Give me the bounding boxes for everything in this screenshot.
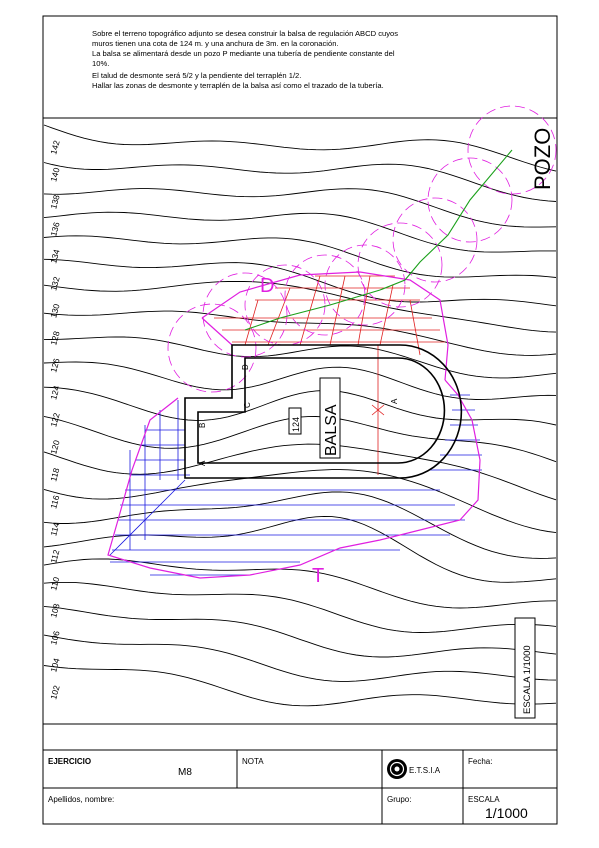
- contour-line: [43, 124, 557, 172]
- contour-label: 106: [48, 629, 61, 646]
- statement-line: La balsa se alimentará desde un pozo P m…: [92, 49, 395, 58]
- reservoir-outline: [184, 344, 463, 479]
- contour-label: 102: [48, 684, 61, 701]
- scale-vertical-label: ESCALA 1/1000: [522, 645, 533, 714]
- contour-label: 128: [48, 330, 61, 347]
- cota-label: 124: [291, 417, 301, 432]
- contour-line: [43, 336, 557, 379]
- ejercicio-value: M8: [178, 767, 192, 778]
- slope-boundary: [107, 271, 481, 579]
- pozo-label: POZO: [530, 128, 555, 190]
- vertex-b-label: B: [198, 423, 207, 428]
- nota-label: NOTA: [242, 757, 264, 766]
- contour-label: 130: [48, 302, 61, 319]
- contour-line: [43, 515, 557, 583]
- contour-line: [43, 581, 557, 633]
- contour-label: 140: [48, 166, 61, 183]
- contour-label: 142: [48, 139, 61, 156]
- contour-line: [43, 634, 557, 682]
- contour-line: [43, 280, 557, 333]
- contour-label: 138: [48, 193, 61, 210]
- construction-circles: [167, 105, 557, 393]
- contour-line: [43, 386, 557, 426]
- contour-line: [43, 361, 557, 400]
- vertex-c-label: C: [243, 402, 252, 408]
- zone-d-label: D: [260, 275, 274, 297]
- vertex-d-label: D: [241, 364, 250, 370]
- contour-label: 104: [48, 657, 61, 674]
- school-label: E.T.S.I.A: [409, 766, 441, 775]
- contour-line: [43, 162, 557, 202]
- escala-label: ESCALA: [468, 795, 500, 804]
- cross-marks: [371, 404, 385, 416]
- school-logo-icon: [387, 759, 407, 779]
- contour-label: 136: [48, 221, 61, 238]
- cota-box: [288, 407, 302, 435]
- fill-zone: [109, 394, 482, 576]
- statement: Sobre el terreno topográfico adjunto se …: [92, 29, 398, 90]
- vertex-a2-label: A: [390, 398, 399, 404]
- contour-labels: 142 140 138 136 134 132 130 128 126 124 122 120 118 1…: [48, 139, 61, 701]
- contour-label: 108: [48, 602, 61, 619]
- statement-line: muros tienen una cota de 124 m. y una an…: [92, 39, 339, 48]
- contour-label: 132: [48, 275, 61, 292]
- vertex-a-label: A: [198, 460, 207, 466]
- contour-line: [43, 235, 557, 278]
- zone-t-label: T: [312, 565, 324, 587]
- contour-line: [43, 310, 557, 356]
- sheet-frame: [42, 15, 558, 825]
- statement-line: El talud de desmonte será 5/2 y la pendi…: [92, 71, 301, 80]
- contour-line: [43, 188, 557, 228]
- excavation-zone: [214, 275, 445, 475]
- contour-label: 116: [48, 494, 61, 510]
- contour-label: 134: [48, 248, 61, 265]
- apellidos-label: Apellidos, nombre:: [48, 795, 114, 804]
- contour-map: 142 140 138 136 134 132 130 128 126 124 122 120 118 1…: [43, 105, 557, 719]
- contour-label: 122: [48, 411, 61, 428]
- title-block: [43, 723, 557, 824]
- contour-label: 114: [48, 521, 61, 537]
- contour-label: 118: [48, 467, 61, 483]
- pipe-route: [244, 149, 513, 331]
- fecha-label: Fecha:: [468, 757, 492, 766]
- statement-line: 10%.: [92, 59, 109, 68]
- contour-line: [43, 258, 557, 307]
- contour-label: 110: [48, 576, 61, 592]
- contour-label: 112: [48, 548, 61, 564]
- grupo-label: Grupo:: [387, 795, 411, 804]
- balsa-label: BALSA: [323, 404, 340, 456]
- contour-line: [43, 605, 557, 658]
- escala-value: 1/1000: [485, 805, 528, 821]
- ejercicio-label: EJERCICIO: [48, 757, 91, 766]
- contour-label: 126: [48, 357, 61, 374]
- balsa-box: [319, 377, 341, 459]
- contour-line: [43, 469, 557, 534]
- contour-line: [43, 558, 557, 609]
- contour-label: 120: [48, 439, 61, 456]
- contour-label: 124: [48, 384, 61, 401]
- scale-box: [514, 617, 536, 719]
- statement-line: Sobre el terreno topográfico adjunto se …: [92, 29, 398, 38]
- contour-line: [43, 665, 557, 707]
- contour-line: [43, 211, 556, 253]
- contour-line: [43, 491, 557, 559]
- statement-line: Hallar las zonas de desmonte y terraplén…: [92, 81, 384, 90]
